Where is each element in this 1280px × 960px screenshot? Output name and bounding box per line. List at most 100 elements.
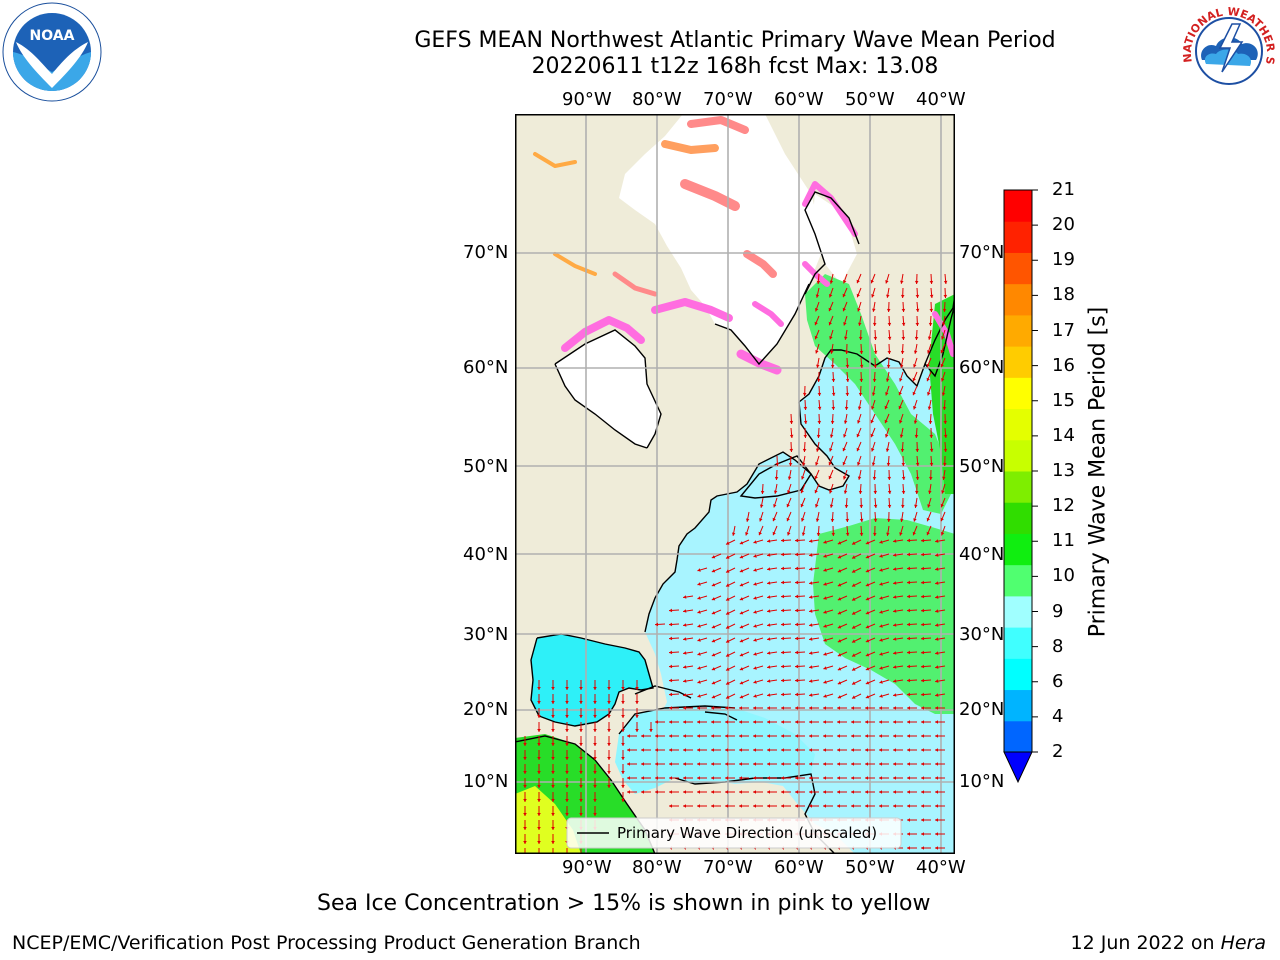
wave-arrow-head bbox=[852, 653, 856, 657]
wave-arrow-head bbox=[884, 405, 888, 410]
wave-arrow-head bbox=[607, 785, 611, 788]
wave-arrow-head bbox=[879, 596, 883, 600]
wave-arrow-head bbox=[739, 667, 744, 671]
wave-arrow-head bbox=[852, 569, 856, 573]
wave-arrow-head bbox=[683, 665, 687, 669]
wave-arrow-head bbox=[935, 567, 939, 571]
wave-arrow-head bbox=[817, 406, 822, 410]
wave-arrow-head bbox=[726, 569, 730, 573]
wave-arrow-head bbox=[893, 665, 897, 669]
wave-arrow-head bbox=[915, 448, 920, 452]
wave-arrow-head bbox=[683, 804, 686, 808]
wave-arrow-head bbox=[927, 392, 931, 396]
wave-arrow-head bbox=[940, 349, 944, 354]
wave-arrow-head bbox=[803, 434, 808, 438]
wave-arrow-head bbox=[879, 652, 883, 656]
wave-arrow-head bbox=[823, 610, 827, 614]
wave-arrow-head bbox=[851, 748, 854, 752]
wave-arrow-head bbox=[767, 609, 771, 613]
wave-arrow-head bbox=[872, 378, 877, 382]
wave-arrow-head bbox=[809, 804, 812, 808]
wave-arrow-head bbox=[697, 762, 700, 766]
wave-arrow-head bbox=[815, 462, 819, 466]
wave-arrow-head bbox=[621, 687, 625, 690]
wave-arrow-head bbox=[669, 608, 673, 613]
lon-label-bottom: 70°W bbox=[703, 857, 753, 878]
wave-arrow-head bbox=[809, 790, 812, 794]
wave-arrow-head bbox=[893, 748, 896, 752]
lon-label-bottom: 60°W bbox=[774, 857, 824, 878]
wave-arrow-head bbox=[935, 539, 939, 543]
lat-label-left: 20°N bbox=[463, 699, 509, 720]
wave-arrow-head bbox=[669, 762, 672, 766]
wave-arrow-head bbox=[669, 748, 672, 752]
wave-arrow-head bbox=[753, 596, 757, 600]
wave-arrow-head bbox=[795, 552, 799, 557]
wave-arrow-head bbox=[901, 336, 906, 340]
wave-arrow-head bbox=[852, 695, 856, 699]
wave-arrow-head bbox=[823, 582, 827, 586]
wave-arrow-head bbox=[655, 622, 659, 627]
wave-arrow-head bbox=[551, 729, 555, 732]
wave-arrow-head bbox=[871, 294, 875, 298]
wave-arrow-head bbox=[781, 650, 785, 655]
wave-arrow-head bbox=[537, 827, 541, 830]
wave-arrow-head bbox=[851, 720, 854, 724]
colorbar-segment bbox=[1004, 595, 1032, 628]
wave-arrow-head bbox=[767, 539, 771, 543]
wave-arrow-head bbox=[697, 596, 701, 600]
colorbar-tick-label: 17 bbox=[1052, 319, 1075, 341]
title-line-2: 20220611 t12z 168h fcst Max: 13.08 bbox=[531, 54, 939, 79]
wave-arrow-head bbox=[815, 350, 819, 354]
colorbar-tick-label: 15 bbox=[1052, 389, 1075, 411]
wave-arrow-head bbox=[814, 489, 818, 494]
wave-arrow-head bbox=[627, 790, 630, 794]
wave-arrow-head bbox=[739, 776, 742, 780]
colorbar-tick-label: 13 bbox=[1052, 460, 1075, 481]
wave-arrow-head bbox=[823, 776, 826, 780]
wave-arrow-head bbox=[935, 595, 939, 599]
colorbar-tick-label: 18 bbox=[1052, 284, 1075, 306]
wave-arrow-head bbox=[739, 748, 742, 752]
wave-arrow-head bbox=[739, 625, 744, 629]
wave-arrow-head bbox=[739, 790, 742, 794]
wave-arrow-head bbox=[767, 804, 770, 808]
colorbar-segment bbox=[1004, 283, 1032, 316]
wave-arrow-head bbox=[753, 540, 757, 544]
wave-arrow-head bbox=[852, 611, 856, 615]
wave-arrow-head bbox=[781, 594, 785, 599]
wave-arrow-head bbox=[697, 706, 700, 710]
wave-arrow-head bbox=[871, 392, 876, 396]
wave-arrow-head bbox=[830, 518, 835, 522]
wave-arrow-head bbox=[767, 553, 771, 557]
wave-arrow-head bbox=[926, 531, 930, 536]
wave-arrow-head bbox=[842, 293, 846, 298]
wave-arrow-head bbox=[795, 678, 799, 683]
wave-arrow-head bbox=[739, 597, 744, 601]
wave-arrow-head bbox=[893, 595, 897, 599]
wave-arrow-head bbox=[879, 734, 882, 738]
lon-label-bottom: 40°W bbox=[916, 857, 966, 878]
wave-arrow-head bbox=[641, 776, 644, 780]
wave-arrow-head bbox=[942, 308, 947, 312]
wave-arrow-head bbox=[935, 609, 939, 613]
wave-arrow-head bbox=[837, 639, 842, 643]
wave-arrow-head bbox=[921, 832, 924, 836]
wave-arrow-head bbox=[940, 363, 944, 368]
wave-arrow-head bbox=[845, 392, 850, 396]
wave-arrow-head bbox=[837, 734, 840, 738]
wave-arrow-head bbox=[781, 538, 785, 543]
wave-arrow-head bbox=[641, 762, 644, 766]
wave-arrow-head bbox=[856, 293, 860, 298]
wave-arrow-head bbox=[816, 532, 821, 536]
wave-arrow-head bbox=[655, 734, 658, 738]
wave-arrow-head bbox=[739, 611, 744, 615]
wave-arrow-head bbox=[537, 813, 541, 816]
colorbar-segment bbox=[1004, 471, 1032, 503]
wave-arrow-head bbox=[725, 790, 728, 794]
wave-arrow-head bbox=[803, 406, 808, 410]
lat-label-right: 30°N bbox=[959, 624, 1005, 645]
wave-arrow-head bbox=[669, 790, 672, 794]
colorbar-tick-label: 8 bbox=[1052, 635, 1064, 657]
wave-arrow-head bbox=[879, 776, 882, 780]
